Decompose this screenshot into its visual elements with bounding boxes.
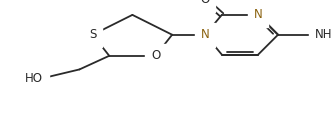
- Text: N: N: [254, 8, 262, 21]
- Text: S: S: [89, 28, 96, 41]
- Text: N: N: [201, 28, 210, 41]
- Text: HO: HO: [25, 72, 43, 85]
- Text: NH₂: NH₂: [314, 28, 331, 41]
- Text: O: O: [201, 0, 210, 6]
- Text: O: O: [151, 49, 160, 62]
